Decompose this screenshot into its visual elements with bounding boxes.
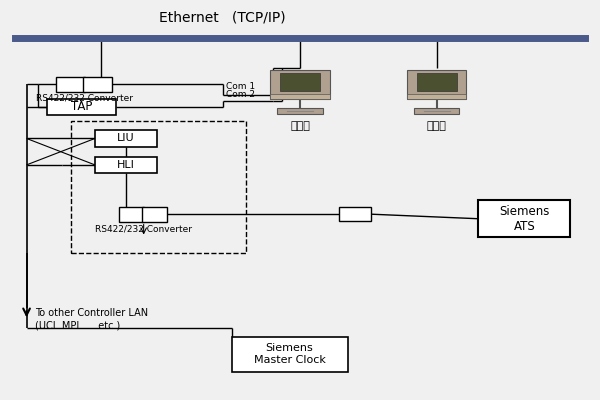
Bar [277, 108, 323, 114]
Bar [56, 76, 85, 92]
Bar [270, 94, 330, 100]
Bar [416, 73, 457, 91]
Text: Ethernet   (TCP/IP): Ethernet (TCP/IP) [160, 10, 286, 24]
Bar [407, 94, 466, 100]
Bar [232, 337, 347, 372]
Text: LIU: LIU [118, 134, 135, 144]
Bar [47, 99, 116, 115]
Text: 备份站: 备份站 [427, 121, 446, 131]
Bar [119, 207, 143, 222]
Bar [83, 76, 112, 92]
Text: TAP: TAP [71, 100, 92, 114]
Text: Com 2: Com 2 [226, 90, 254, 98]
Text: Siemens
Master Clock: Siemens Master Clock [254, 344, 326, 365]
Bar [142, 207, 167, 222]
Bar [71, 121, 247, 253]
Bar [95, 157, 157, 173]
Text: Siemens
ATS: Siemens ATS [499, 205, 550, 233]
Bar [95, 130, 157, 147]
Bar [280, 73, 320, 91]
Bar [338, 208, 371, 221]
Text: 工作站: 工作站 [290, 121, 310, 131]
Bar [270, 70, 330, 100]
Text: Com 1: Com 1 [226, 82, 255, 91]
Text: RS422/232 Converter: RS422/232 Converter [95, 225, 192, 234]
Text: HLI: HLI [117, 160, 135, 170]
Text: RS422/232 Converter: RS422/232 Converter [37, 94, 133, 102]
Bar [407, 70, 466, 100]
Bar [414, 108, 460, 114]
Bar [478, 200, 571, 238]
Text: To other Controller LAN
(UCI  MPI. … etc.): To other Controller LAN (UCI MPI. … etc.… [35, 308, 149, 330]
